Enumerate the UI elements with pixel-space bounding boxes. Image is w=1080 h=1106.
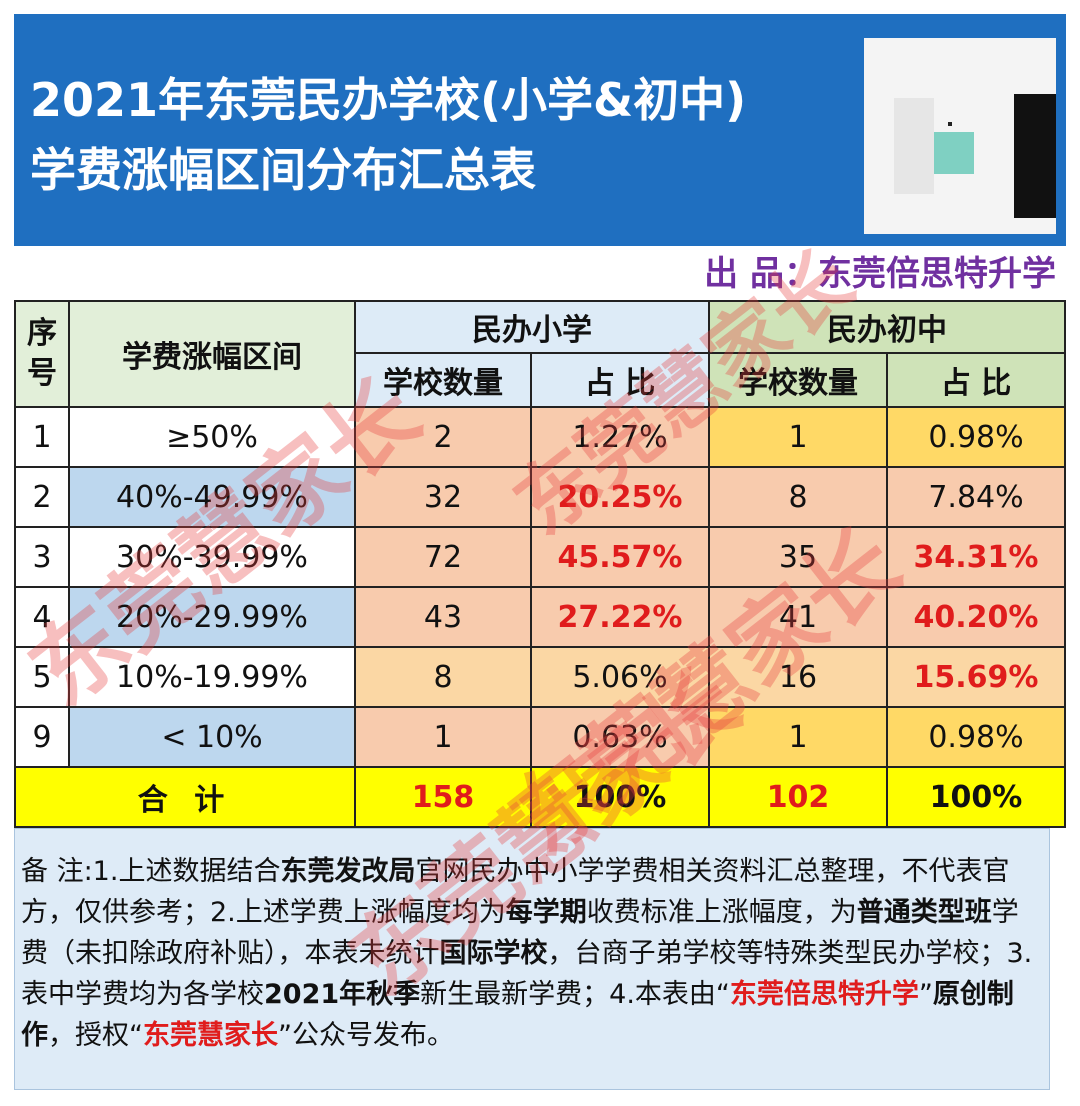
cell-junior-ratio: 40.20% <box>886 586 1066 648</box>
cell-range: 30%-39.99% <box>68 526 356 588</box>
cell-seq: 9 <box>14 706 70 768</box>
cell-primary-count: 72 <box>354 526 532 588</box>
note-text: ，授权“ <box>48 1020 143 1051</box>
qr-code-image <box>864 38 1056 234</box>
cell-range: 10%-19.99% <box>68 646 356 708</box>
cell-primary-ratio: 45.57% <box>530 526 710 588</box>
header-row-1: 序号 学费涨幅区间 民办小学 民办初中 <box>14 300 1066 408</box>
cell-junior-ratio: 7.84% <box>886 466 1066 528</box>
cell-junior-ratio: 0.98% <box>886 406 1066 468</box>
sub-header-count: 学校数量 <box>354 352 532 408</box>
sub-header-ratio: 占 比 <box>886 352 1066 408</box>
note-bold: 原创制作 <box>21 979 1014 1051</box>
title-banner: 2021年东莞民办学校(小学&初中) 学费涨幅区间分布汇总表 <box>14 14 1066 246</box>
cell-range: 20%-29.99% <box>68 586 356 648</box>
note-text: 收费标准上涨幅度，为 <box>586 897 857 928</box>
cell-primary-count: 2 <box>354 406 532 468</box>
note-text: 新生最新学费；4.本表由“ <box>420 979 730 1010</box>
table-row: 1 ≥50% 2 1.27% 1 0.98% <box>14 406 1066 468</box>
col-header-seq: 序号 <box>14 300 70 408</box>
cell-junior-count: 1 <box>708 706 888 768</box>
cell-seq: 2 <box>14 466 70 528</box>
cell-primary-ratio: 1.27% <box>530 406 710 468</box>
title-line-1: 2021年东莞民办学校(小学&初中) <box>30 73 747 127</box>
group-header-junior: 民办初中 <box>708 300 1066 354</box>
total-primary-ratio: 100% <box>530 766 710 828</box>
cell-primary-count: 43 <box>354 586 532 648</box>
table-row: 5 10%-19.99% 8 5.06% 16 15.69% <box>14 646 1066 708</box>
title-line-2: 学费涨幅区间分布汇总表 <box>30 143 536 197</box>
cell-primary-ratio: 0.63% <box>530 706 710 768</box>
cell-range: ≥50% <box>68 406 356 468</box>
cell-primary-ratio: 20.25% <box>530 466 710 528</box>
note-bold: 2021年秋季 <box>264 979 421 1010</box>
sub-header-count: 学校数量 <box>708 352 888 408</box>
cell-seq: 3 <box>14 526 70 588</box>
table-row: 2 40%-49.99% 32 20.25% 8 7.84% <box>14 466 1066 528</box>
table-row: 3 30%-39.99% 72 45.57% 35 34.31% <box>14 526 1066 588</box>
cell-junior-ratio: 0.98% <box>886 706 1066 768</box>
table-row: 9 < 10% 1 0.63% 1 0.98% <box>14 706 1066 768</box>
cell-junior-count: 8 <box>708 466 888 528</box>
total-primary-count: 158 <box>354 766 532 828</box>
note-bold: 每学期 <box>505 897 587 928</box>
note-text: 学费（未扣除政府补贴），本表未统计 <box>21 897 1019 969</box>
cell-seq: 5 <box>14 646 70 708</box>
note-bold: 普通类型班 <box>856 897 992 928</box>
note-bold: 国际学校 <box>439 938 548 969</box>
note-text: ，台商子弟学校等特殊类型民办学校；3.表中学费均为各学校 <box>21 938 1033 1010</box>
cell-primary-ratio: 5.06% <box>530 646 710 708</box>
cell-range: < 10% <box>68 706 356 768</box>
note-red: 东莞慧家长 <box>143 1020 278 1051</box>
cell-primary-ratio: 27.22% <box>530 586 710 648</box>
cell-primary-count: 8 <box>354 646 532 708</box>
cell-junior-count: 1 <box>708 406 888 468</box>
total-label: 合 计 <box>14 766 356 828</box>
total-row: 合 计 158 100% 102 100% <box>14 766 1066 828</box>
note-text: 备 注:1.上述数据结合 <box>21 856 281 887</box>
table-row: 4 20%-29.99% 43 27.22% 41 40.20% <box>14 586 1066 648</box>
cell-junior-ratio: 34.31% <box>886 526 1066 588</box>
note-red: 东莞倍思特升学 <box>729 979 919 1010</box>
col-header-range: 学费涨幅区间 <box>68 300 356 408</box>
remarks-box: 备 注:1.上述数据结合东莞发改局官网民办中小学学费相关资料汇总整理，不代表官方… <box>14 828 1050 1090</box>
header-row-2: 学校数量 占 比 学校数量 占 比 <box>15 352 1066 408</box>
total-junior-ratio: 100% <box>886 766 1066 828</box>
producer-credit: 出 品：东莞倍思特升学 <box>704 254 1056 294</box>
cell-junior-count: 16 <box>708 646 888 708</box>
cell-primary-count: 32 <box>354 466 532 528</box>
cell-junior-ratio: 15.69% <box>886 646 1066 708</box>
cell-junior-count: 41 <box>708 586 888 648</box>
cell-seq: 1 <box>14 406 70 468</box>
group-header-primary: 民办小学 <box>354 300 710 354</box>
cell-range: 40%-49.99% <box>68 466 356 528</box>
cell-junior-count: 35 <box>708 526 888 588</box>
note-bold: 东莞发改局 <box>280 856 416 887</box>
cell-seq: 4 <box>14 586 70 648</box>
total-junior-count: 102 <box>708 766 888 828</box>
fee-increase-table: 序号 学费涨幅区间 民办小学 民办初中 学校数量 占 比 学校数量 占 比 1 … <box>14 300 1066 828</box>
note-text: ”公众号发布。 <box>278 1020 454 1051</box>
note-text: 官网民办中小学学费相关资料汇总整理，不代表官方，仅供参考；2.上述学费上涨幅度均… <box>21 856 1010 928</box>
cell-primary-count: 1 <box>354 706 532 768</box>
note-text: ” <box>918 979 933 1010</box>
sub-header-ratio: 占 比 <box>530 352 710 408</box>
